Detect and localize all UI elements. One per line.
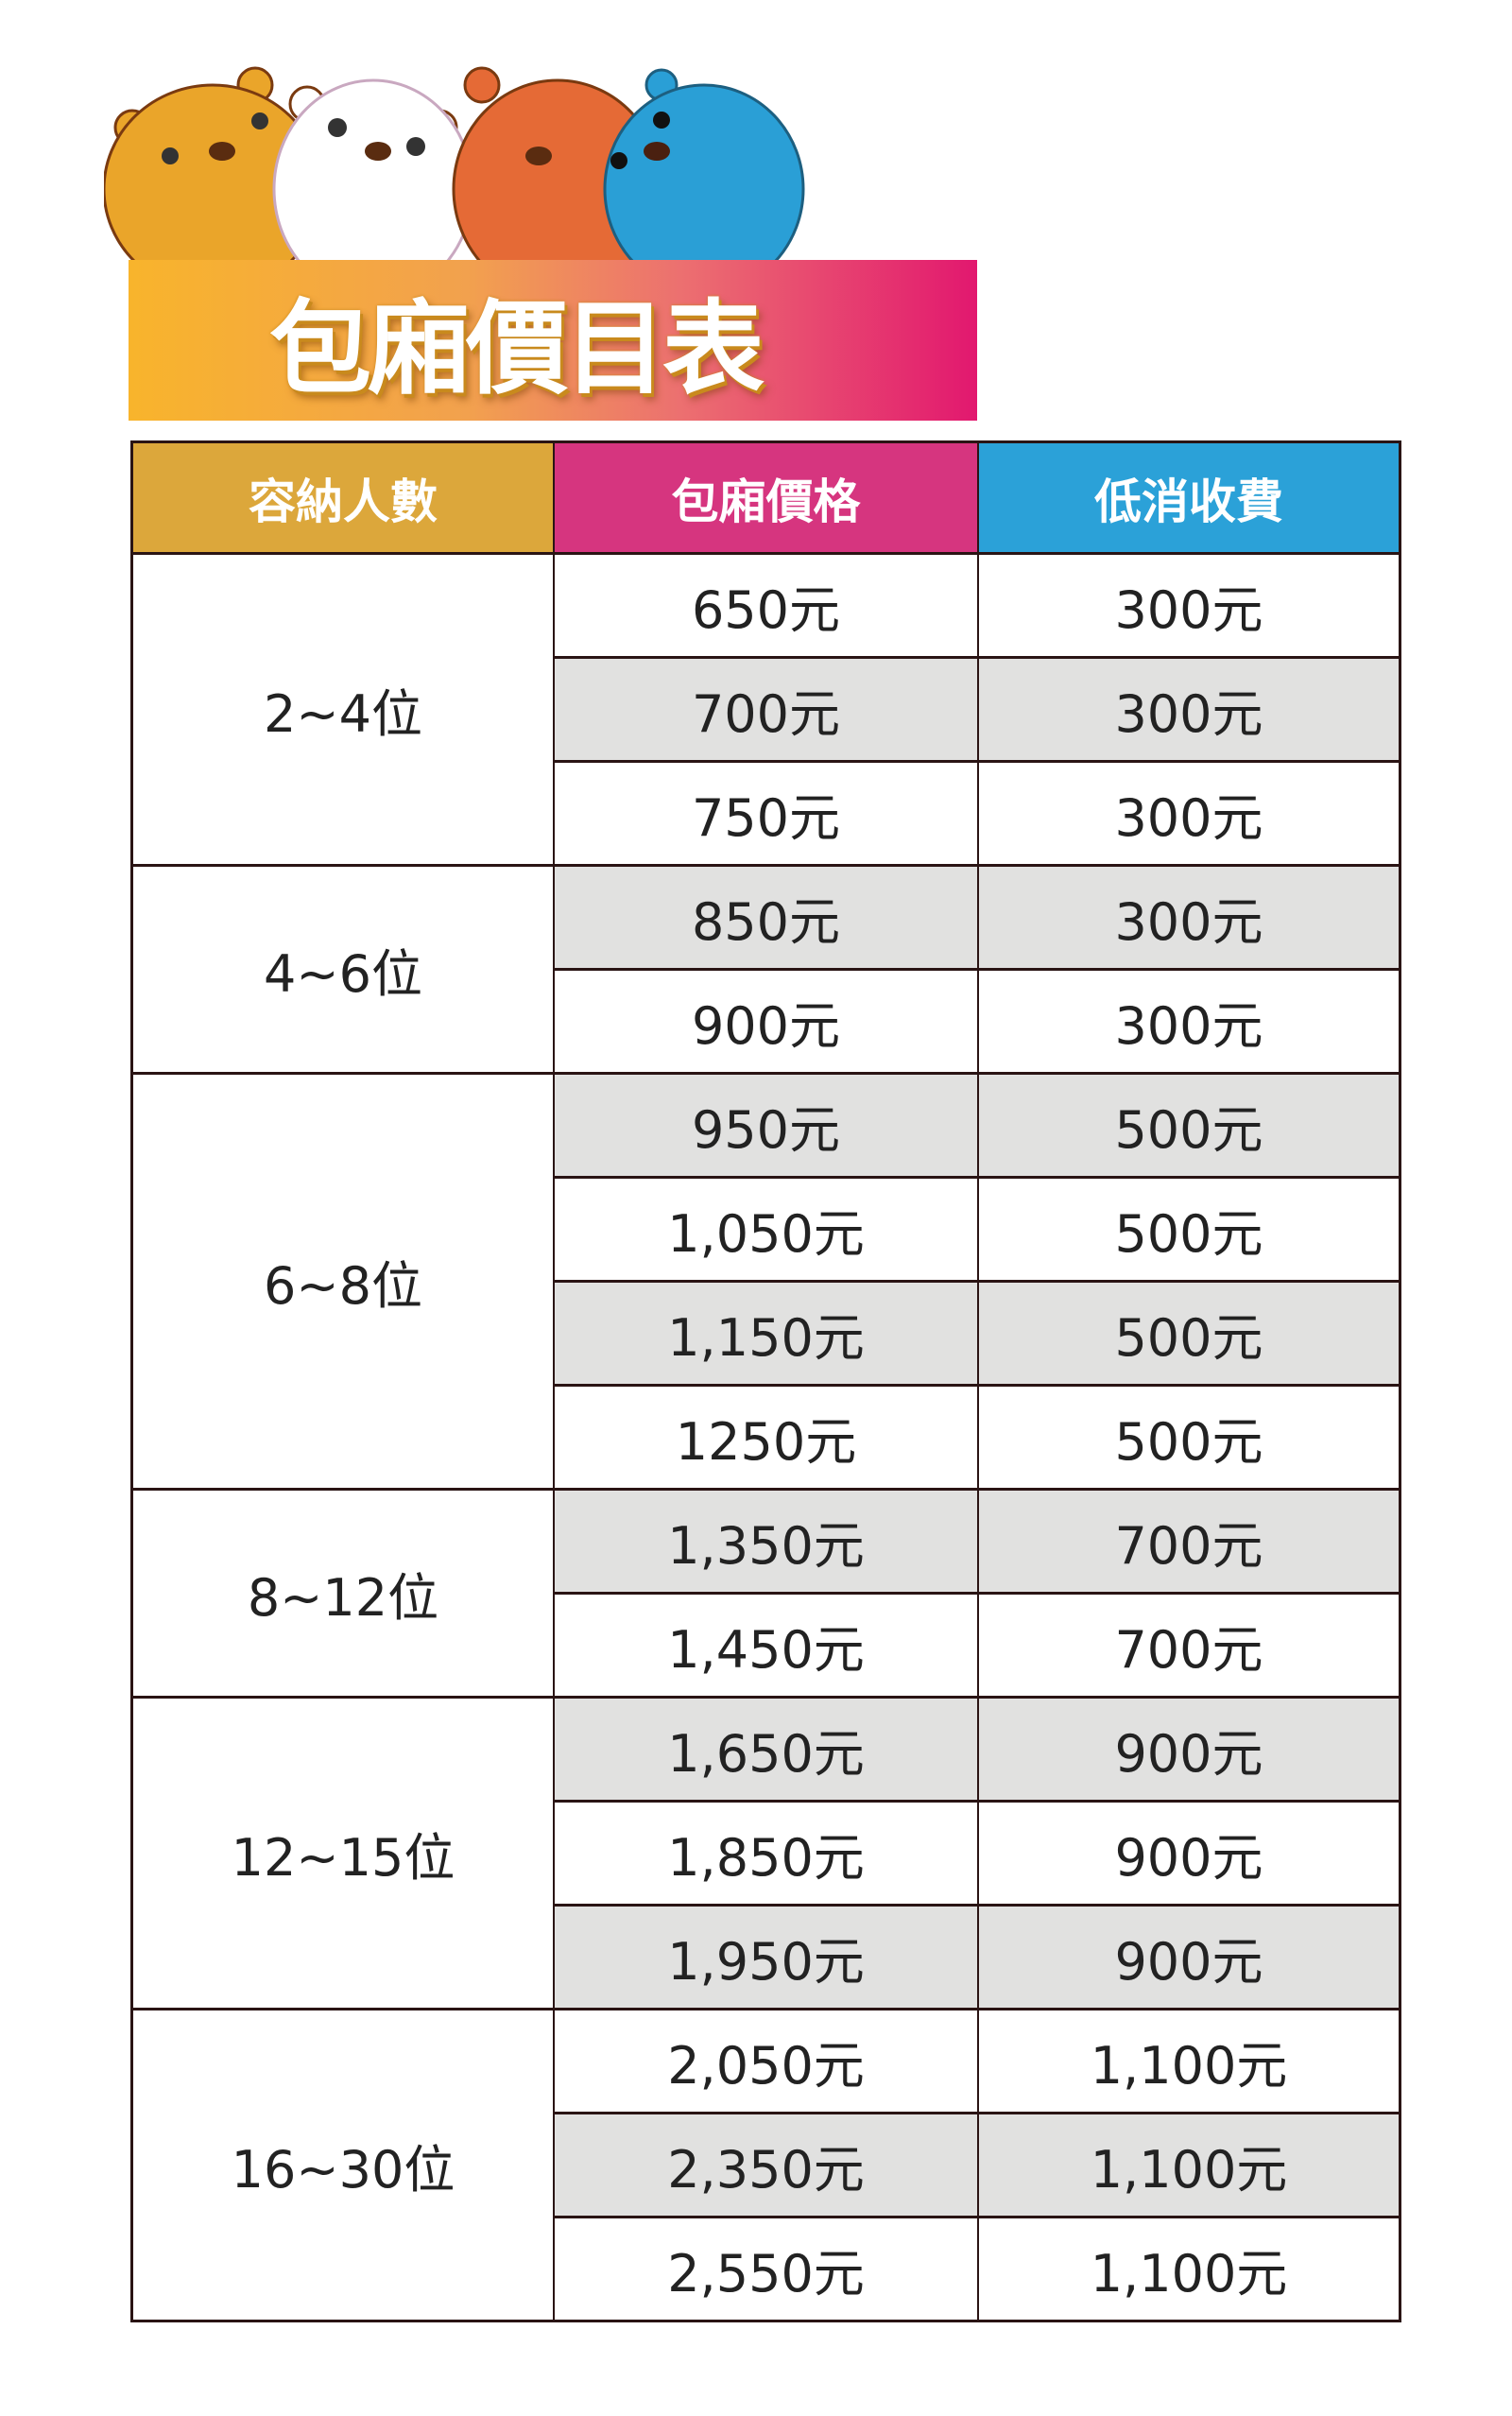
capacity-cell: 16~30位 — [133, 2010, 555, 2320]
room-price-cell: 1,850元 — [555, 1803, 979, 1907]
title-banner: 包廂價目表 — [129, 260, 977, 421]
room-price-cell: 950元 — [555, 1075, 979, 1179]
capacity-cell: 4~6位 — [133, 867, 555, 1075]
minimum-charge-cell: 500元 — [979, 1179, 1399, 1283]
capacity-cell: 8~12位 — [133, 1491, 555, 1699]
page-title: 包廂價目表 — [268, 290, 765, 408]
room-price-cell: 1,650元 — [555, 1699, 979, 1803]
capacity-cell: 2~4位 — [133, 555, 555, 867]
room-price-cell: 1,050元 — [555, 1179, 979, 1283]
minimum-charge-cell: 900元 — [979, 1803, 1399, 1907]
minimum-charge-cell: 500元 — [979, 1283, 1399, 1387]
minimum-charge-cell: 300元 — [979, 763, 1399, 867]
room-price-cell: 1,450元 — [555, 1595, 979, 1699]
minimum-charge-cell: 300元 — [979, 971, 1399, 1075]
white-bear — [272, 78, 474, 265]
minimum-charge-cell: 1,100元 — [979, 2114, 1399, 2218]
minimum-charge-cell: 300元 — [979, 659, 1399, 763]
minimum-charge-cell: 700元 — [979, 1491, 1399, 1595]
minimum-charge-cell: 500元 — [979, 1075, 1399, 1179]
room-price-cell: 1,350元 — [555, 1491, 979, 1595]
price-table: 容納人數 包廂價格 低消收費 2~4位 650元 300元 700元 300元 750元 300元… — [130, 440, 1401, 2322]
minimum-charge-cell: 900元 — [979, 1699, 1399, 1803]
header-minimum: 低消收費 — [979, 443, 1399, 555]
minimum-charge-cell: 900元 — [979, 1907, 1399, 2010]
room-price-cell: 900元 — [555, 971, 979, 1075]
capacity-cell: 12~15位 — [133, 1699, 555, 2010]
room-price-cell: 700元 — [555, 659, 979, 763]
bear-mascots-illustration — [104, 66, 805, 265]
room-price-cell: 2,550元 — [555, 2218, 979, 2320]
minimum-charge-cell: 1,100元 — [1090, 2244, 1288, 2304]
blue-bear — [603, 68, 805, 265]
room-price-cell: 750元 — [555, 763, 979, 867]
minimum-charge-cell: 500元 — [979, 1387, 1399, 1491]
room-price-cell: 2,350元 — [555, 2114, 979, 2218]
room-price-cell: 1,150元 — [555, 1283, 979, 1387]
minimum-charge-cell: 700元 — [979, 1595, 1399, 1699]
room-price-cell: 650元 — [555, 555, 979, 659]
room-price-cell: 1,950元 — [555, 1907, 979, 2010]
header-capacity: 容納人數 — [133, 443, 555, 555]
capacity-cell: 6~8位 — [133, 1075, 555, 1491]
room-price-cell: 1250元 — [555, 1387, 979, 1491]
minimum-charge-cell: 300元 — [979, 555, 1399, 659]
room-price-cell: 850元 — [555, 867, 979, 971]
room-price-cell: 2,050元 — [555, 2010, 979, 2114]
header-price: 包廂價格 — [555, 443, 979, 555]
minimum-charge-cell: 300元 — [979, 867, 1399, 971]
orange-bear — [104, 66, 323, 265]
minimum-charge-cell: 1,100元 — [979, 2010, 1399, 2114]
